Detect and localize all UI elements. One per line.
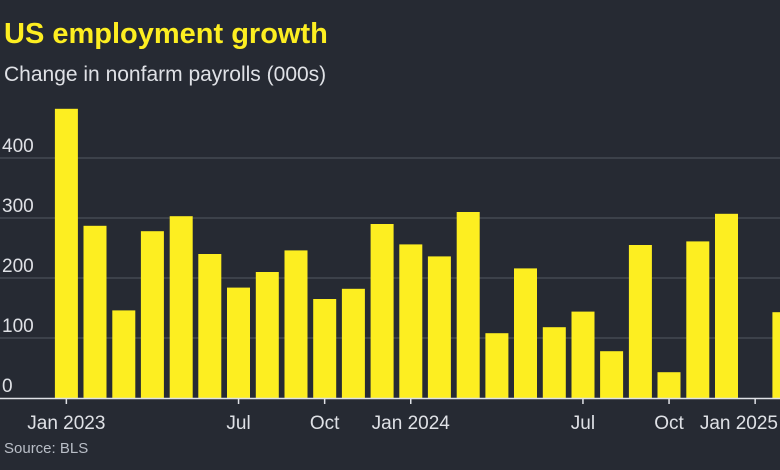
bar-jun-2023 (198, 254, 222, 398)
bar-dec-2024 (715, 213, 738, 398)
bar-sep-2024 (628, 245, 652, 398)
x-tick-label: Oct (654, 413, 684, 434)
bar-feb-2023 (83, 225, 107, 398)
bar-oct-2024 (657, 372, 681, 398)
x-tick-label: Jan 2024 (372, 413, 451, 434)
source-note: Source: BLS (4, 440, 89, 457)
chart-title: US employment growth (4, 18, 328, 50)
y-tick-label: 400 (2, 136, 34, 157)
bar-nov-2023 (341, 288, 365, 398)
bar-aug-2024 (600, 351, 624, 398)
y-tick-label: 0 (2, 376, 13, 397)
x-tick-label: Jan 2023 (27, 413, 105, 434)
bar-may-2024 (514, 268, 537, 398)
bar-jul-2024 (571, 311, 595, 398)
bars (0, 108, 780, 400)
bar-oct-2023 (313, 299, 337, 398)
bar-sep-2023 (284, 250, 308, 398)
x-tick-label: Jan 2025 (700, 413, 778, 434)
y-axis-ticks: 0 100 200 300 400 (2, 136, 34, 397)
bar-jun-2024 (542, 327, 566, 398)
bar-feb-2025 (772, 312, 780, 398)
x-axis-ticks: Jan 2023 Jul Oct Jan 2024 Jul Oct Jan 2025 (27, 398, 778, 434)
chart-subtitle: Change in nonfarm payrolls (000s) (4, 63, 327, 86)
y-tick-label: 200 (2, 256, 34, 277)
bar-nov-2024 (686, 241, 710, 398)
bar-jan-2024 (399, 244, 423, 398)
y-tick-label: 100 (2, 316, 34, 337)
bar-feb-2024 (427, 256, 451, 398)
bar-may-2023 (169, 216, 193, 398)
bar-apr-2023 (140, 231, 164, 398)
bar-jul-2023 (227, 287, 250, 398)
y-tick-label: 300 (2, 196, 34, 217)
bar-aug-2023 (255, 272, 279, 398)
x-tick-label: Jul (226, 413, 250, 434)
bar-apr-2024 (485, 333, 509, 398)
x-tick-label: Jul (571, 413, 595, 434)
x-tick-label: Oct (310, 413, 340, 434)
bar-dec-2023 (370, 224, 394, 398)
bar-jan-2023 (54, 108, 78, 399)
bar-mar-2023 (112, 310, 136, 398)
bar-mar-2024 (456, 212, 480, 398)
